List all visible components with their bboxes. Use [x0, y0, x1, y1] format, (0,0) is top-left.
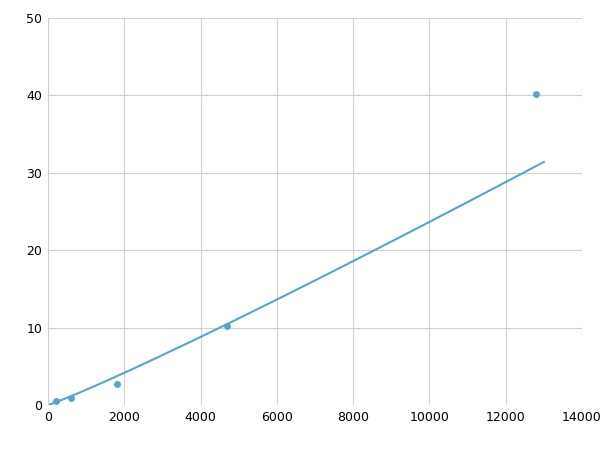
- Point: [51, 397, 61, 405]
- Point: [66, 395, 76, 402]
- Point: [112, 381, 121, 388]
- Point: [223, 323, 232, 330]
- Point: [532, 90, 541, 98]
